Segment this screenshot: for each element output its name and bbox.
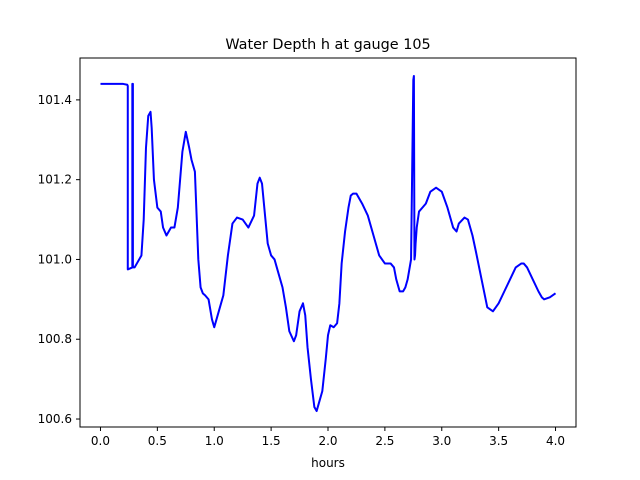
x-tick-label: 4.0 [546, 434, 565, 448]
y-tick-label: 101.4 [38, 93, 72, 107]
series-line-1 [100, 74, 557, 413]
chart-title: Water Depth h at gauge 105 [225, 37, 430, 53]
y-tick-label: 101.0 [38, 252, 72, 266]
x-tick-label: 3.0 [432, 434, 451, 448]
x-tick-label: 0.5 [148, 434, 167, 448]
y-tick-label: 101.2 [38, 173, 72, 187]
x-tick-label: 3.5 [489, 434, 508, 448]
x-tick-label: 2.0 [318, 434, 337, 448]
axes: 0.0 0.5 1.0 1.5 2.0 2.5 3.0 3.5 4.0 100.6 100.8 101… [38, 57, 577, 448]
x-axis-label: hours [311, 456, 345, 470]
y-tick-label: 100.6 [38, 412, 72, 426]
y-tick-label: 100.8 [38, 332, 72, 346]
x-tick-label: 2.5 [375, 434, 394, 448]
x-tick-label: 1.5 [262, 434, 281, 448]
plot-area [100, 74, 557, 413]
x-tick-label: 0.0 [91, 434, 110, 448]
x-tick-label: 1.0 [205, 434, 224, 448]
